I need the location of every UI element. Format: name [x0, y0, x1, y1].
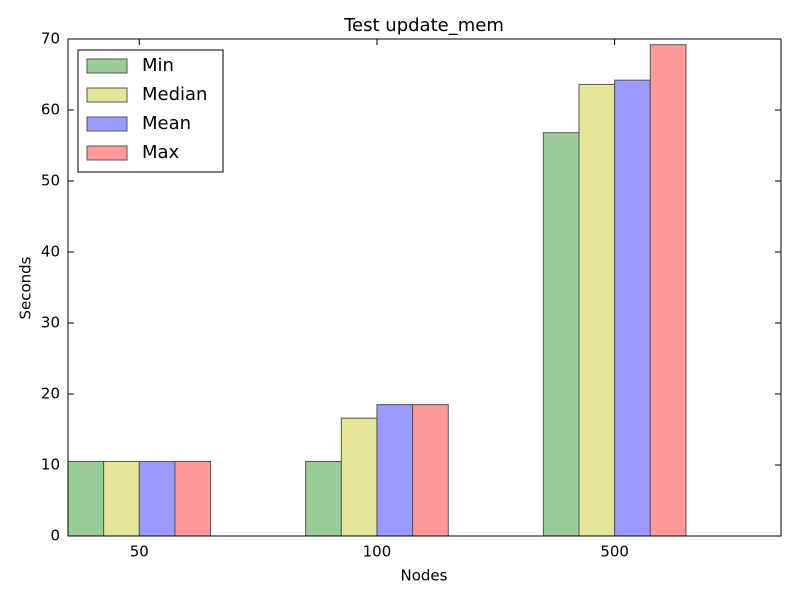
- y-tick-label: 30: [41, 314, 60, 332]
- y-tick-label: 0: [50, 527, 60, 545]
- bar: [578, 83, 616, 537]
- bar: [103, 460, 140, 537]
- bar: [340, 417, 378, 537]
- bar: [376, 404, 414, 537]
- chart-title: Test update_mem: [343, 15, 504, 36]
- legend-swatch: [86, 87, 128, 103]
- y-tick-label: 20: [41, 385, 60, 403]
- x-axis-label: Nodes: [401, 567, 448, 585]
- x-tick-label: 100: [363, 543, 392, 561]
- bar: [649, 44, 687, 537]
- y-axis-label: Seconds: [17, 256, 35, 319]
- y-tick-label: 50: [41, 172, 60, 190]
- legend-label: Mean: [142, 113, 191, 134]
- legend-label: Min: [142, 55, 174, 76]
- bar: [174, 460, 212, 537]
- bar: [67, 460, 105, 537]
- plot-frame: [67, 38, 782, 537]
- bar: [614, 79, 651, 537]
- y-tick-label: 70: [41, 30, 60, 48]
- legend-label: Max: [142, 142, 180, 163]
- x-tick-label: 500: [600, 543, 629, 561]
- x-tick-label: 50: [130, 543, 149, 561]
- legend-swatch: [86, 58, 128, 74]
- legend-swatch: [86, 145, 128, 161]
- bar: [542, 132, 580, 537]
- y-tick-label: 10: [41, 456, 60, 474]
- legend-label: Median: [142, 84, 207, 105]
- legend-swatch: [86, 116, 128, 132]
- bar: [138, 460, 176, 537]
- y-tick-label: 60: [41, 101, 60, 119]
- bar: [412, 404, 449, 537]
- bar: [305, 460, 342, 537]
- y-tick-label: 40: [41, 243, 60, 261]
